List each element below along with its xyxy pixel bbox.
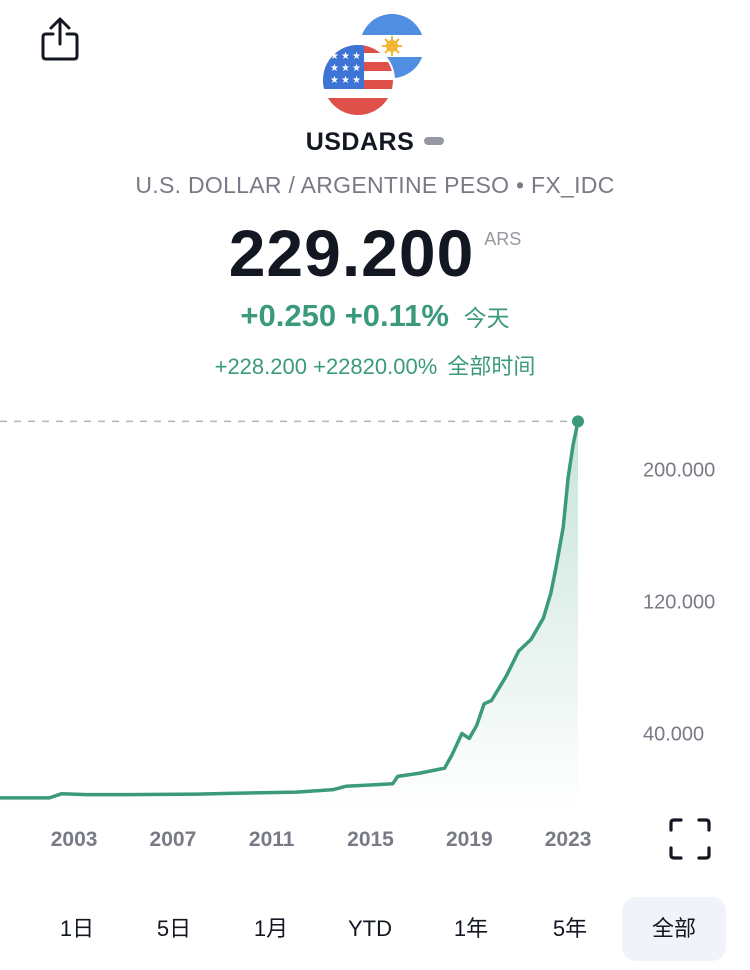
price-chart[interactable]: 200.000 120.000 40.000 2003 2007 2011 2015 2019… (0, 400, 750, 860)
price-area-fill (0, 421, 578, 810)
svg-text:★: ★ (341, 63, 350, 74)
x-axis-tick-label: 2007 (150, 828, 197, 851)
change-today-label: 今天 (463, 305, 510, 331)
svg-text:★: ★ (330, 51, 339, 62)
y-axis-tick-label: 120.000 (643, 592, 715, 614)
svg-text:★: ★ (330, 75, 339, 86)
x-axis-tick-label: 2015 (347, 828, 394, 851)
range-1y-button[interactable]: 1年 (453, 916, 489, 941)
usd-ars-flags-icon: ★ ★ ★ ★ ★ ★ ★ ★ ★ (320, 10, 430, 118)
range-all-button[interactable]: 全部 (622, 897, 726, 961)
svg-text:★: ★ (341, 51, 350, 62)
expand-fullscreen-icon (669, 818, 711, 860)
change-today-value: +0.250 (240, 298, 337, 333)
share-button[interactable] (38, 14, 82, 62)
share-icon (41, 17, 79, 61)
fullscreen-button[interactable] (668, 817, 712, 861)
y-axis-tick-label: 40.000 (643, 724, 704, 746)
price-block: 229.200 ARS (0, 215, 750, 291)
x-axis-tick-label: 2023 (545, 828, 592, 851)
price-currency: ARS (484, 229, 522, 249)
symbol-description: U.S. DOLLAR / ARGENTINE PESO • FX_IDC (135, 172, 615, 198)
ticker-symbol: USDARS (305, 128, 415, 156)
svg-text:★: ★ (341, 75, 350, 86)
last-price: 229.200 (228, 216, 475, 290)
last-price-marker (572, 415, 584, 428)
range-ytd-button[interactable]: YTD (348, 916, 392, 941)
market-status-indicator (424, 137, 445, 146)
x-axis-tick-label: 2019 (446, 828, 493, 851)
change-all-percent: +22820.00% (313, 354, 438, 379)
change-today-percent: +0.11% (344, 298, 449, 333)
svg-text:★: ★ (352, 51, 361, 62)
symbol-header: USDARS (0, 128, 750, 157)
svg-text:★: ★ (330, 63, 339, 74)
x-axis-tick-label: 2011 (249, 828, 295, 851)
x-axis-tick-label: 2003 (51, 828, 98, 851)
us-flag-icon: ★ ★ ★ ★ ★ ★ ★ ★ ★ (323, 45, 393, 115)
change-all-label: 全部时间 (447, 354, 536, 379)
change-today: +0.250 +0.11% 今天 (0, 298, 750, 334)
change-all-time: +228.200 +22820.00% 全部时间 (0, 349, 750, 381)
time-range-selector: 1日 5日 1月 YTD 1年 5年 全部 (0, 897, 750, 963)
range-1d-button[interactable]: 1日 (59, 916, 95, 941)
range-5d-button[interactable]: 5日 (156, 916, 192, 941)
range-1m-button[interactable]: 1月 (253, 916, 289, 941)
y-axis-tick-label: 200.000 (643, 460, 715, 482)
range-5y-button[interactable]: 5年 (552, 916, 588, 941)
price-line (0, 419, 580, 800)
svg-text:★: ★ (352, 63, 361, 74)
svg-text:★: ★ (352, 75, 361, 86)
change-all-value: +228.200 (214, 354, 307, 379)
